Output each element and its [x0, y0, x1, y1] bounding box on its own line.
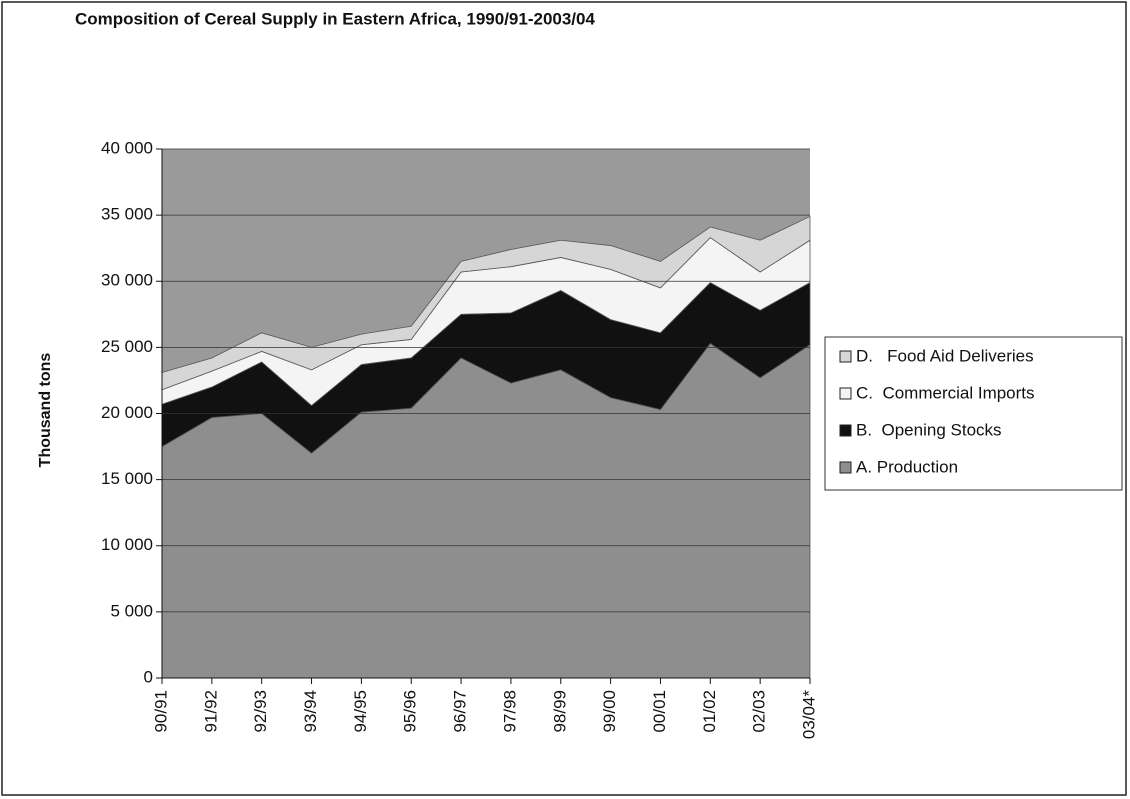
x-tick-label: 97/98: [500, 690, 519, 733]
legend-label: C. Commercial Imports: [856, 383, 1035, 402]
legend-label: D. Food Aid Deliveries: [856, 346, 1034, 365]
legend-swatch: [839, 424, 852, 437]
legend-label: A. Production: [856, 457, 958, 476]
y-tick-label: 15 000: [101, 469, 153, 488]
legend-swatch: [839, 350, 852, 363]
x-tick-label: 91/92: [201, 690, 220, 733]
x-tick-label: 01/02: [700, 690, 719, 733]
x-tick-label: 94/95: [351, 690, 370, 733]
y-tick-label: 40 000: [101, 138, 153, 157]
y-tick-label: 20 000: [101, 403, 153, 422]
chart-title: Composition of Cereal Supply in Eastern …: [75, 9, 595, 28]
legend-swatch: [839, 461, 852, 474]
x-tick-label: 96/97: [451, 690, 470, 733]
area: [161, 215, 811, 391]
x-tick-label: 03/04*: [799, 690, 818, 740]
y-tick-label: 25 000: [101, 337, 153, 356]
legend-swatch: [839, 387, 852, 400]
y-tick-label: 5 000: [110, 601, 153, 620]
x-tick-label: 98/99: [550, 690, 569, 733]
x-tick-label: 93/94: [301, 690, 320, 733]
x-tick-label: 90/91: [151, 690, 170, 733]
x-tick-label: 00/01: [650, 690, 669, 733]
x-tick-label: 92/93: [251, 690, 270, 733]
x-tick-label: 99/00: [600, 690, 619, 733]
x-tick-label: 95/96: [401, 690, 420, 733]
y-tick-label: 30 000: [101, 271, 153, 290]
legend: [824, 336, 1123, 491]
y-tick-label: 35 000: [101, 205, 153, 224]
y-tick-label: 10 000: [101, 535, 153, 554]
y-axis-label: Thousand tons: [37, 353, 54, 468]
legend-label: B. Opening Stocks: [856, 420, 1002, 439]
y-tick-label: 0: [144, 667, 153, 686]
x-tick-label: 02/03: [750, 690, 769, 733]
